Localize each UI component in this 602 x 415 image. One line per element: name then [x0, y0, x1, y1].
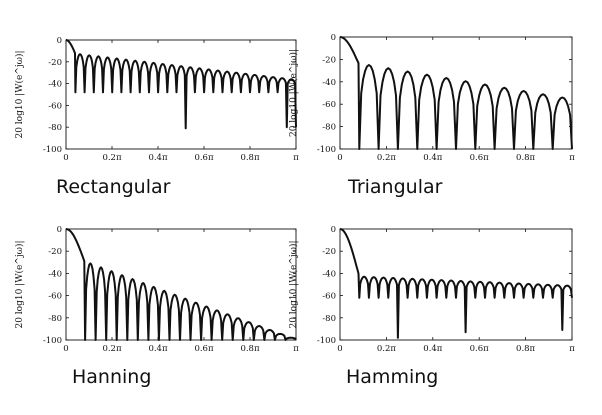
x-tick-label: 0 [63, 344, 68, 354]
x-tick-label: 0.6π [470, 153, 490, 163]
x-tick-label: 0 [337, 344, 342, 354]
y-axis-label: 20 log10 |W(e^jω)| [14, 50, 25, 138]
y-tick-label: -20 [48, 58, 62, 68]
y-tick-label: -60 [322, 292, 336, 302]
y-axis-label: 20 log10 |W(e^jω)| [288, 240, 299, 328]
y-tick-label: -80 [322, 123, 336, 133]
plot-frame [339, 228, 573, 341]
y-tick-label: -60 [322, 100, 336, 110]
x-tick-label: 0.4π [423, 344, 443, 354]
y-axis-label: 20 log10 |W(e^jω)| [288, 49, 299, 137]
y-tick-label: 0 [57, 36, 62, 46]
x-tick-label: 0.2π [102, 153, 122, 163]
y-tick-label: 0 [331, 225, 336, 235]
x-tick-label: π [293, 344, 299, 354]
y-tick-label: 0 [331, 33, 336, 43]
x-tick-label: 0.8π [240, 344, 260, 354]
y-tick-label: 0 [57, 225, 62, 235]
magnitude-curve [65, 39, 297, 130]
x-tick-label: π [569, 153, 575, 163]
y-tick-label: -80 [48, 123, 62, 133]
y-tick-label: -100 [43, 145, 62, 155]
x-tick-label: 0.8π [516, 153, 536, 163]
y-tick-label: -60 [48, 101, 62, 111]
magnitude-curve [65, 228, 297, 341]
x-tick-label: 0.6π [194, 153, 214, 163]
x-tick-label: 0.4π [148, 153, 168, 163]
x-tick-label: 0.8π [240, 153, 260, 163]
caption-triangular: Triangular [348, 176, 443, 198]
y-axis-label: 20 log10 |W(e^jω)| [14, 240, 25, 328]
y-tick-label: -60 [48, 292, 62, 302]
x-tick-label: π [569, 344, 575, 354]
y-tick-label: -100 [43, 336, 62, 346]
y-tick-label: -80 [322, 314, 336, 324]
y-tick-label: -80 [48, 314, 62, 324]
x-tick-label: 0.2π [377, 153, 397, 163]
caption-hamming: Hamming [346, 366, 439, 388]
caption-rectangular: Rectangular [56, 176, 171, 198]
x-tick-label: 0 [337, 153, 342, 163]
y-tick-label: -100 [317, 336, 336, 346]
plot-frame [65, 39, 297, 150]
y-tick-label: -40 [322, 269, 336, 279]
x-tick-label: 0.6π [194, 344, 214, 354]
magnitude-curve [339, 228, 573, 339]
y-tick-label: -20 [48, 247, 62, 257]
caption-hanning: Hanning [72, 366, 152, 388]
y-tick-label: -40 [48, 80, 62, 90]
y-tick-label: -20 [322, 247, 336, 257]
x-tick-label: π [293, 153, 299, 163]
y-tick-label: -20 [322, 55, 336, 65]
x-tick-label: 0.2π [102, 344, 122, 354]
x-tick-label: 0.4π [148, 344, 168, 354]
x-tick-label: 0.8π [516, 344, 536, 354]
y-tick-label: -40 [322, 78, 336, 88]
x-tick-label: 0.6π [470, 344, 490, 354]
x-tick-label: 0.2π [377, 344, 397, 354]
magnitude-curve [339, 36, 573, 150]
x-tick-label: 0 [63, 153, 68, 163]
y-tick-label: -40 [48, 269, 62, 279]
x-tick-label: 0.4π [423, 153, 443, 163]
y-tick-label: -100 [317, 145, 336, 155]
